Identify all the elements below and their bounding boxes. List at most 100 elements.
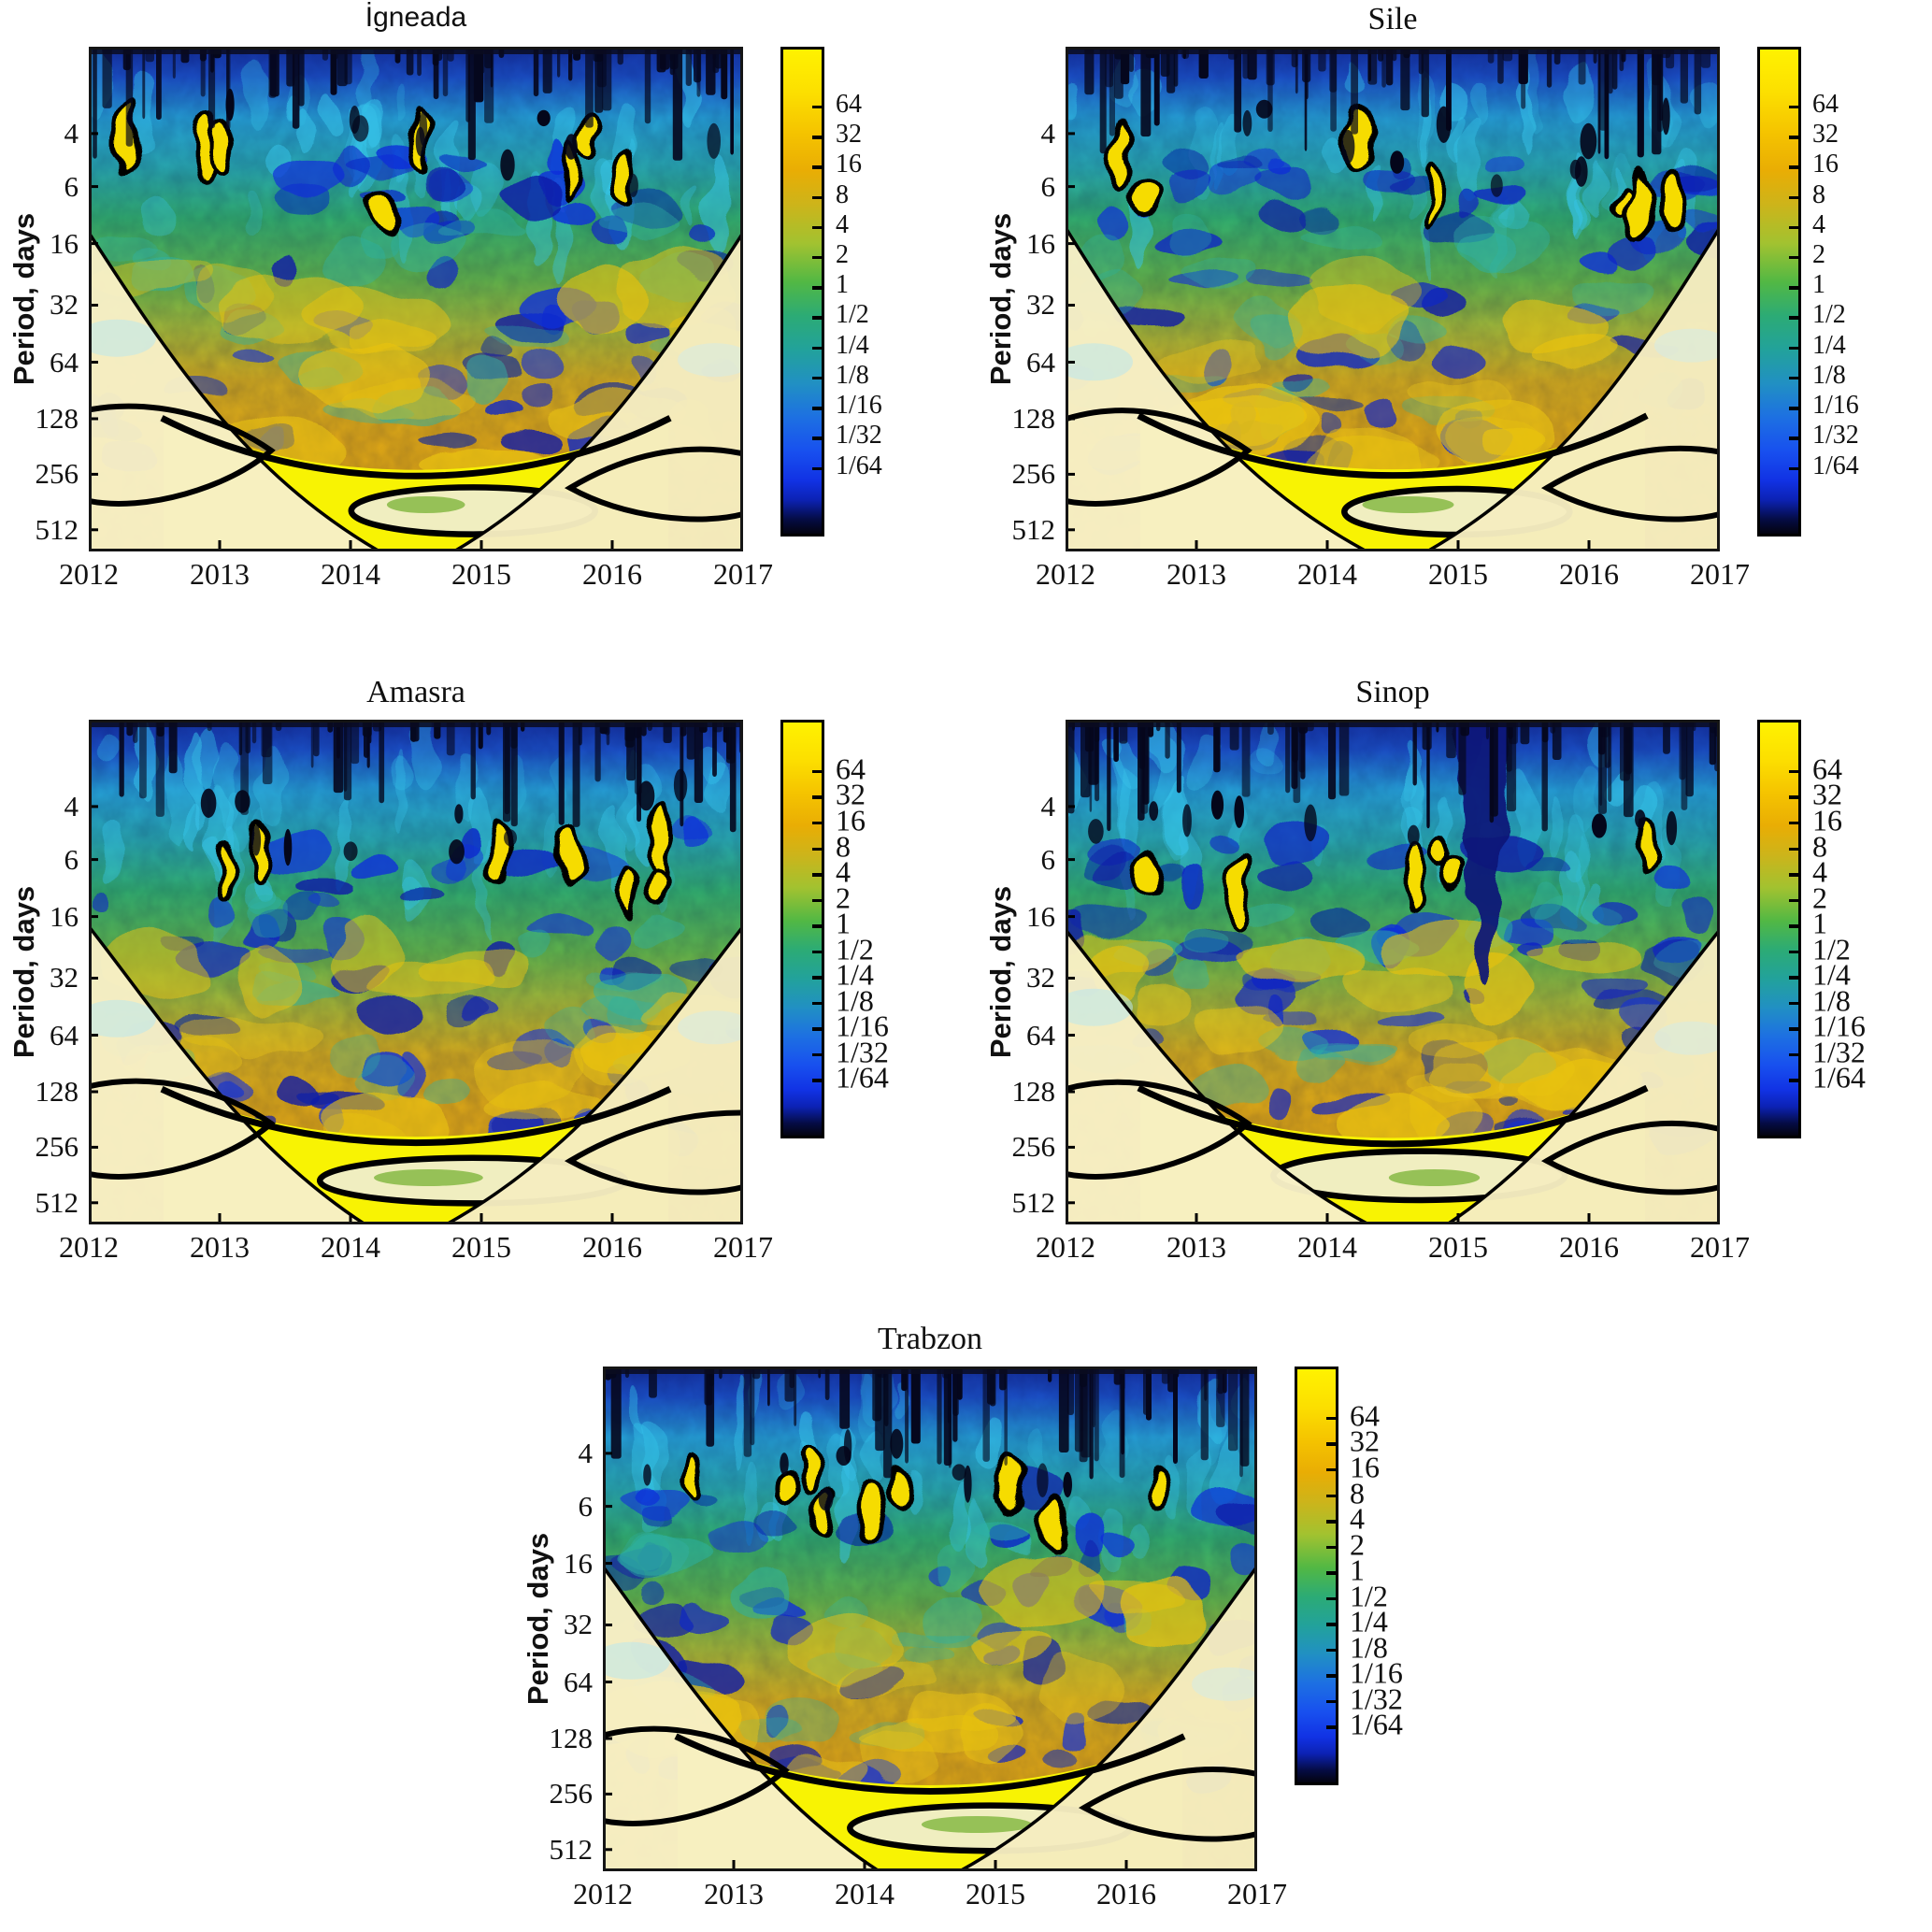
colorbar-tick-label: 32 — [836, 777, 866, 811]
colorbar-tick-label: 1/32 — [1812, 421, 1859, 451]
colorbar-tick-label: 1/32 — [836, 421, 882, 451]
y-tick-label: 512 — [1011, 512, 1056, 546]
colorbar-tick-mark — [812, 769, 822, 774]
colorbar-tick-label: 1/4 — [836, 957, 874, 992]
colorbar-tick-label: 64 — [1812, 89, 1839, 119]
wavelet-spectrogram-igneada — [89, 47, 743, 551]
colorbar-tick-label: 2 — [1350, 1527, 1365, 1562]
y-tick-label: 128 — [35, 1074, 79, 1108]
colorbar-tick-label: 2 — [1812, 880, 1827, 915]
y-tick-label: 32 — [50, 961, 79, 995]
x-tick-label: 2015 — [1428, 557, 1488, 591]
colorbar-tick-label: 64 — [1350, 1398, 1380, 1433]
colorbar-tick-mark — [1326, 1596, 1336, 1601]
colorbar-tick-label: 64 — [1812, 751, 1842, 786]
x-tick-label: 2017 — [713, 1230, 773, 1264]
colorbar-tick-label: 1 — [1812, 906, 1827, 940]
y-tick-label: 32 — [1026, 288, 1055, 322]
y-tick-label: 32 — [50, 288, 79, 322]
x-tick-label: 2014 — [1297, 1230, 1357, 1264]
colorbar-tick-mark — [1326, 1648, 1336, 1653]
colorbar-tick-mark — [812, 255, 822, 260]
colorbar-tick-mark — [1326, 1699, 1336, 1704]
colorbar-tick-label: 1/16 — [1812, 391, 1859, 421]
colorbar-tick-mark — [1789, 286, 1798, 290]
y-tick-label: 128 — [1011, 401, 1056, 435]
y-tick-label: 256 — [35, 457, 79, 491]
colorbar-tick-label: 1 — [1350, 1553, 1365, 1587]
x-tick-label: 2016 — [1559, 1230, 1619, 1264]
colorbar-tick-mark — [1789, 873, 1798, 877]
colorbar-tick-label: 1/16 — [836, 391, 882, 421]
colorbar-tick-label: 1/2 — [1812, 300, 1846, 330]
x-tick-label: 2015 — [966, 1877, 1025, 1911]
colorbar-tick-mark — [1789, 407, 1798, 410]
y-tick-label: 128 — [35, 401, 79, 435]
colorbar-tick-label: 16 — [836, 803, 866, 837]
colorbar-tick-label: 1/8 — [1350, 1630, 1388, 1665]
colorbar-tick-label: 16 — [1350, 1450, 1380, 1484]
colorbar-tick-mark — [1326, 1674, 1336, 1678]
colorbar-tick-mark — [1326, 1623, 1336, 1626]
colorbar-tick-label: 1/64 — [836, 451, 882, 480]
colorbar-tick-label: 4 — [1812, 854, 1827, 889]
wavelet-spectrogram-amasra — [89, 720, 743, 1224]
colorbar-tick-mark — [1789, 924, 1798, 928]
y-tick-label: 6 — [64, 842, 79, 876]
colorbar-tick-mark — [1789, 376, 1798, 380]
x-tick-label: 2012 — [59, 1230, 119, 1264]
colorbar-tick-mark — [812, 105, 822, 109]
colorbar-tick-mark — [1789, 316, 1798, 320]
colorbar-tick-label: 1/64 — [836, 1060, 889, 1095]
panel-title-amasra: Amasra — [366, 675, 465, 709]
y-tick-label: 256 — [35, 1130, 79, 1164]
y-tick-label: 128 — [1011, 1074, 1056, 1108]
y-tick-label: 64 — [564, 1665, 593, 1698]
panel-sile: Sile Period, days 4 6 16 32 64 128 256 512 64 32… — [977, 0, 1921, 612]
colorbar-tick-label: 32 — [1812, 777, 1842, 811]
colorbar-tick-mark — [812, 376, 822, 380]
colorbar-tick-label: 1/4 — [1812, 957, 1851, 992]
colorbar-tick-label: 1/4 — [1350, 1604, 1388, 1639]
y-tick-label: 512 — [549, 1832, 594, 1866]
colorbar-tick-mark — [812, 1027, 822, 1031]
colorbar-tick-label: 1/64 — [1812, 1060, 1866, 1095]
colorbar-tick-mark — [1789, 255, 1798, 260]
colorbar-tick-label: 8 — [836, 179, 849, 209]
colorbar-amasra — [780, 720, 824, 1138]
x-tick-label: 2012 — [1036, 1230, 1095, 1264]
colorbar-tick-mark — [812, 821, 822, 825]
colorbar-tick-mark — [812, 847, 822, 852]
y-tick-label: 16 — [564, 1546, 593, 1580]
panel-title-trabzon: Trabzon — [877, 1322, 983, 1356]
colorbar-tick-label: 1/2 — [836, 932, 874, 966]
y-tick-label: 16 — [1026, 899, 1055, 933]
colorbar-tick-label: 1 — [836, 270, 849, 300]
colorbar-tick-label: 64 — [836, 751, 866, 786]
colorbar-tick-mark — [1326, 1494, 1336, 1498]
colorbar-tick-label: 2 — [836, 880, 851, 915]
y-tick-label: 256 — [549, 1777, 594, 1810]
x-tick-label: 2012 — [59, 557, 119, 591]
colorbar-tick-mark — [1789, 1001, 1798, 1006]
x-tick-label: 2013 — [190, 1230, 250, 1264]
colorbar-tick-label: 1/2 — [1812, 932, 1851, 966]
colorbar-tick-label: 16 — [1812, 803, 1842, 837]
colorbar-tick-mark — [812, 286, 822, 290]
colorbar-tick-mark — [812, 795, 822, 799]
y-tick-label: 4 — [64, 116, 79, 150]
colorbar-tick-label: 2 — [1812, 239, 1825, 269]
colorbar-tick-mark — [1326, 1545, 1336, 1550]
x-tick-label: 2016 — [582, 557, 642, 591]
colorbar-tick-mark — [1789, 847, 1798, 852]
colorbar-tick-label: 16 — [1812, 150, 1839, 179]
colorbar-tick-mark — [1789, 1052, 1798, 1057]
y-tick-label: 6 — [1040, 169, 1056, 203]
x-tick-label: 2014 — [835, 1877, 894, 1911]
colorbar-tick-label: 4 — [1350, 1501, 1365, 1536]
colorbar-tick-mark — [1326, 1571, 1336, 1575]
wavelet-spectrogram-sinop — [1066, 720, 1720, 1224]
colorbar-tick-mark — [1789, 466, 1798, 471]
colorbar-tick-label: 1/64 — [1812, 451, 1859, 480]
